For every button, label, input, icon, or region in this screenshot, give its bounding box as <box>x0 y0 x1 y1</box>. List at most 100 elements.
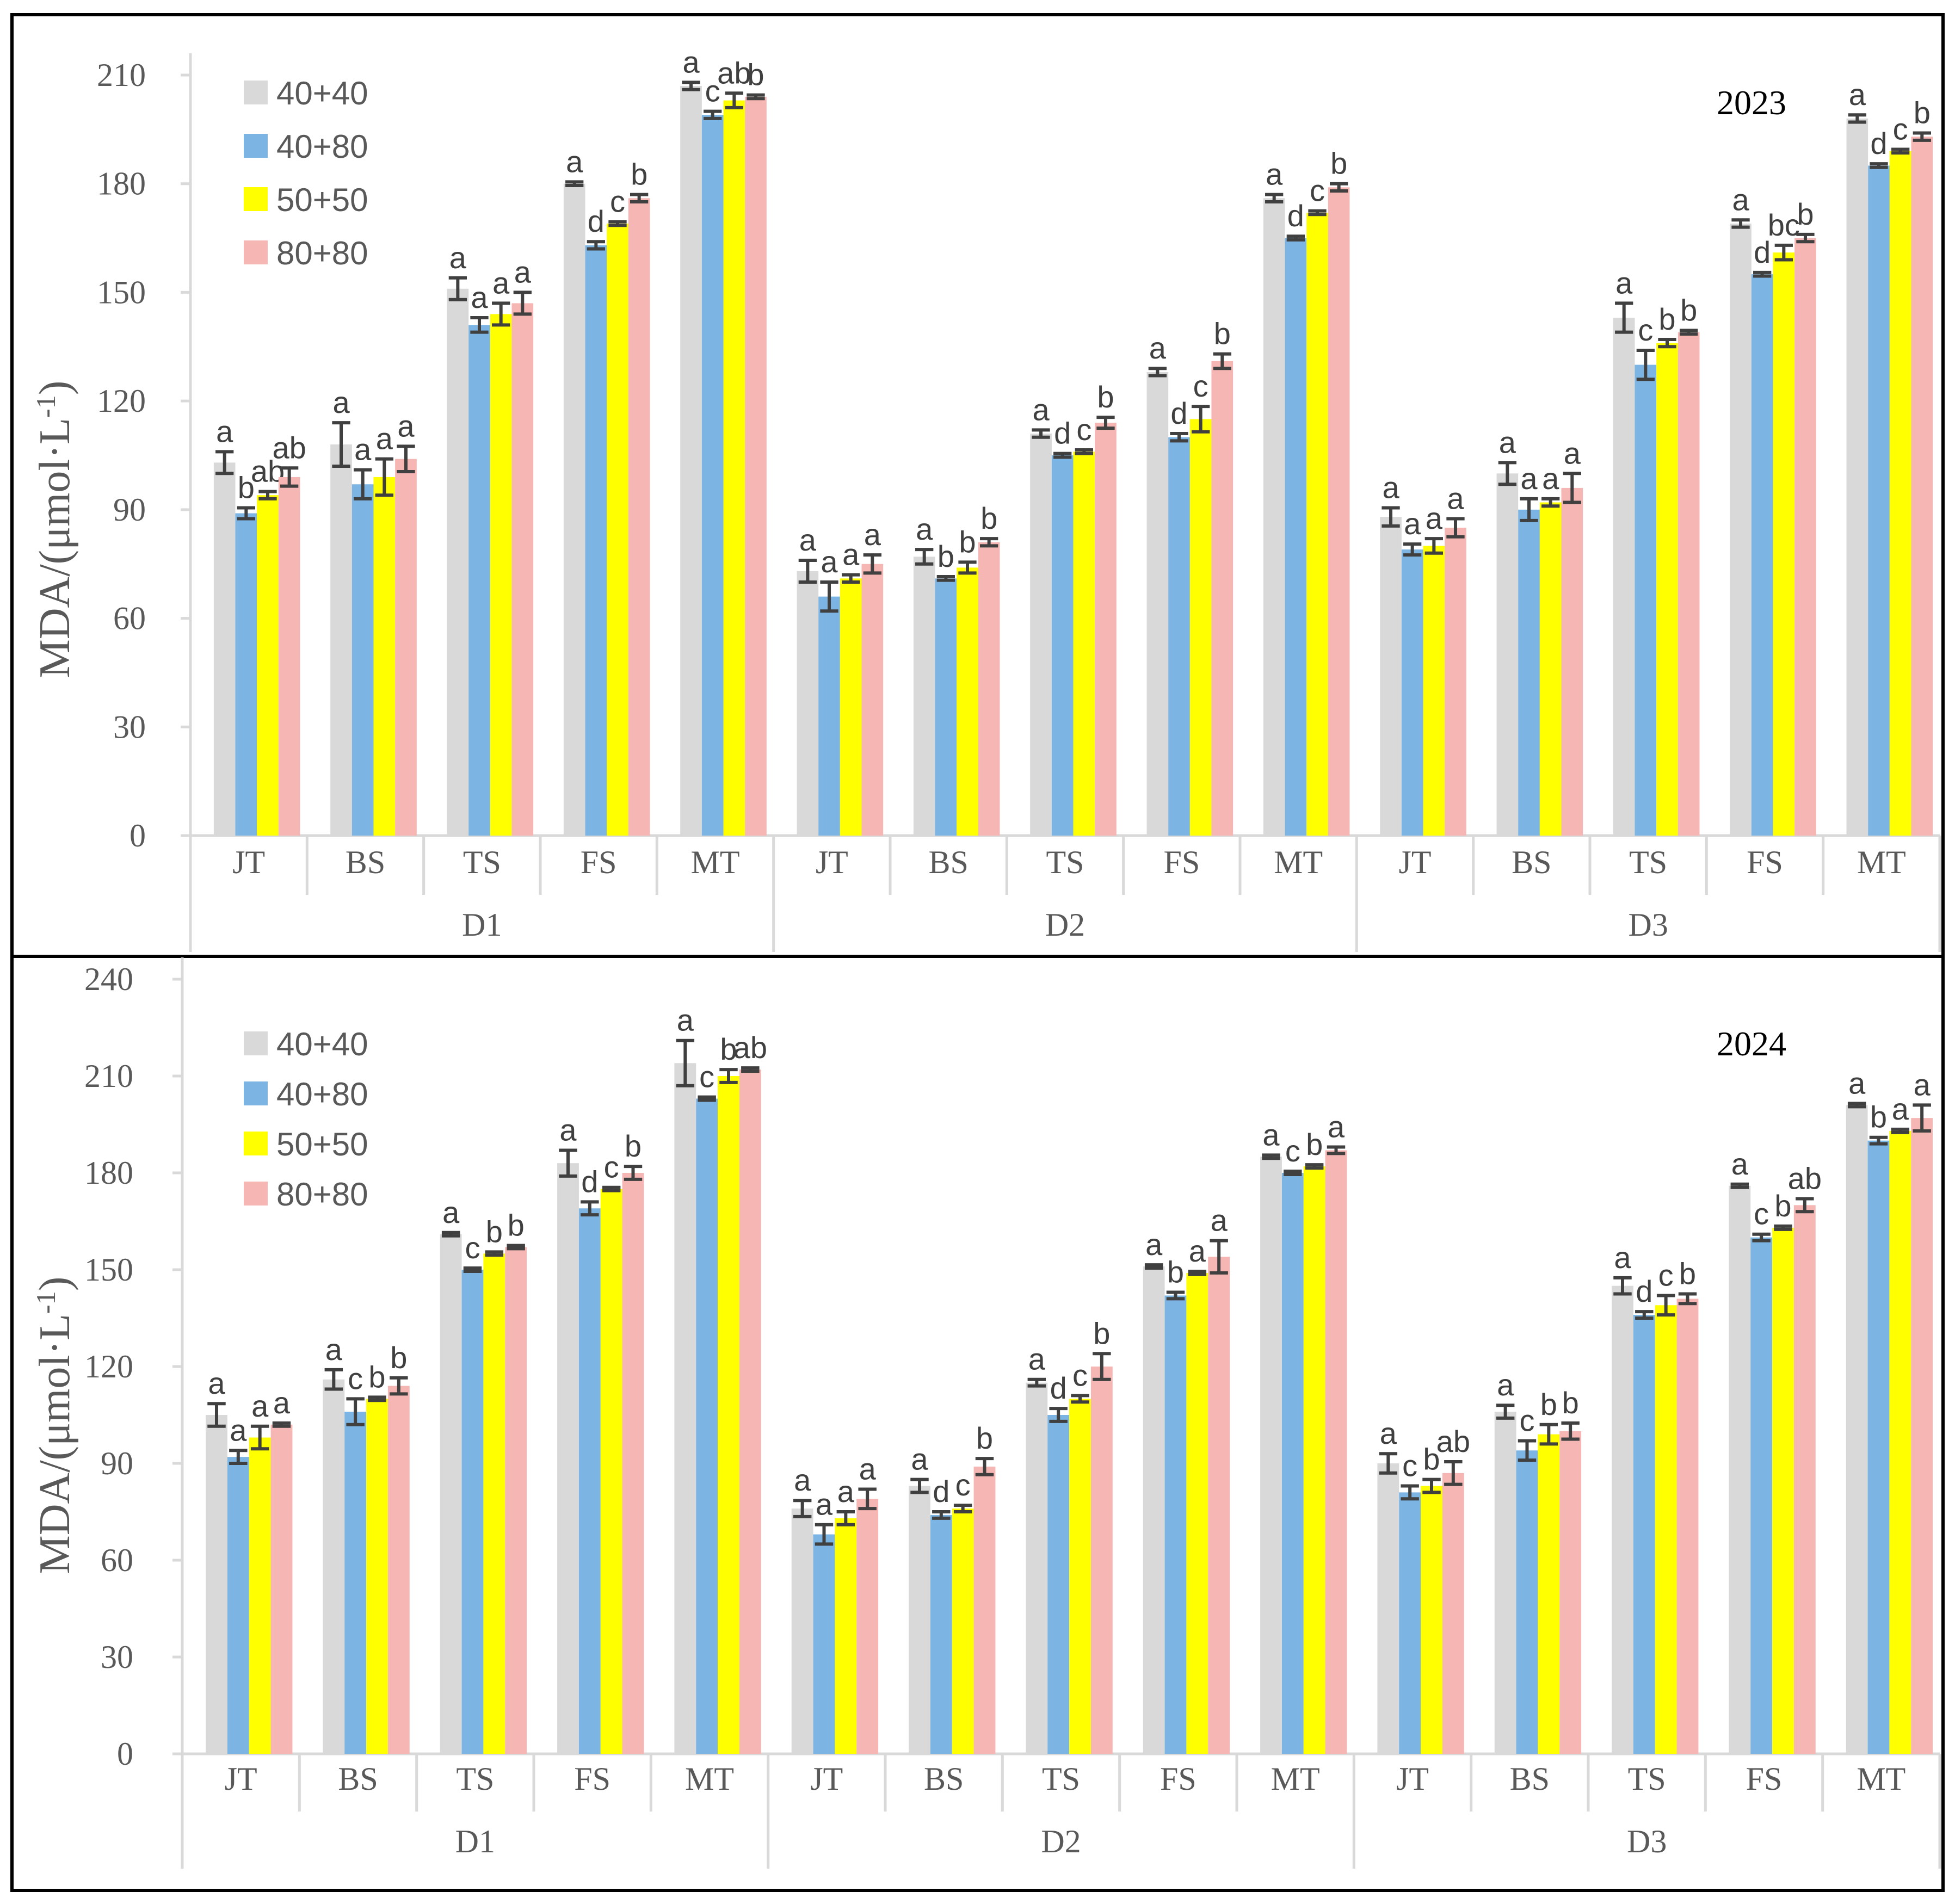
error-bar <box>602 1185 621 1192</box>
bar <box>351 484 374 836</box>
significance-letter: a <box>1211 1203 1228 1238</box>
error-bar <box>1752 1232 1771 1242</box>
significance-letter: b <box>1679 1257 1696 1291</box>
y-tick-label: 150 <box>97 274 146 310</box>
category-label: JT <box>816 844 848 880</box>
legend-label: 50+50 <box>276 1126 368 1163</box>
significance-letter: a <box>251 1389 269 1423</box>
error-bar <box>858 1487 877 1511</box>
significance-letter: a <box>864 517 881 552</box>
significance-letter: c <box>1310 174 1325 208</box>
significance-letter: d <box>1870 126 1887 160</box>
error-bar <box>448 276 467 301</box>
error-bar <box>863 553 881 575</box>
error-bar <box>346 1397 365 1426</box>
bar <box>1911 137 1933 836</box>
bar <box>1794 238 1816 836</box>
error-bar <box>1424 537 1443 555</box>
significance-letter: d <box>1636 1274 1652 1308</box>
category-label: MT <box>1857 844 1906 880</box>
error-bar <box>725 91 743 109</box>
error-bar <box>936 575 955 582</box>
bar <box>1751 274 1773 836</box>
y-tick-label: 30 <box>101 1639 133 1675</box>
error-bar <box>324 1368 343 1391</box>
error-bar <box>1188 1269 1207 1276</box>
bar <box>1518 509 1540 836</box>
category-label: TS <box>1629 844 1667 880</box>
significance-letter: b <box>1423 1442 1440 1476</box>
significance-letter: b <box>1680 293 1697 327</box>
bar <box>1047 1415 1070 1754</box>
significance-letter: d <box>933 1474 949 1509</box>
error-bar <box>492 301 510 327</box>
bar <box>461 1270 484 1754</box>
legend-label: 40+80 <box>276 1076 368 1112</box>
bar <box>373 477 396 836</box>
bar <box>1306 212 1328 836</box>
significance-letter: c <box>1519 1403 1534 1437</box>
bar <box>680 85 702 836</box>
error-bar <box>280 466 299 488</box>
bar <box>1729 1185 1751 1754</box>
significance-letter: b <box>1774 1189 1791 1223</box>
error-bar <box>441 1231 460 1238</box>
error-bar <box>390 1376 408 1396</box>
error-bar <box>1329 182 1348 193</box>
legend-swatch <box>244 1031 268 1055</box>
significance-letter: d <box>1050 1371 1067 1405</box>
category-label: BS <box>346 844 385 880</box>
bar <box>1442 1473 1464 1754</box>
bar <box>978 542 1000 836</box>
error-bar <box>1093 1352 1111 1381</box>
significance-letter: d <box>1054 416 1071 450</box>
error-bar <box>1753 270 1772 278</box>
significance-letter: bc <box>1768 208 1800 242</box>
error-bar <box>1848 113 1867 124</box>
bar <box>1380 517 1402 836</box>
error-bar <box>1869 1135 1888 1146</box>
bar <box>1445 528 1466 836</box>
significance-letter: a <box>1149 331 1167 365</box>
bar <box>563 183 585 836</box>
error-bar <box>1796 232 1815 244</box>
significance-letter: a <box>859 1451 877 1486</box>
y-tick-label: 210 <box>84 1058 133 1094</box>
significance-letter: a <box>821 545 838 579</box>
bar <box>701 115 724 836</box>
error-bar <box>375 457 393 497</box>
significance-letter: b <box>1214 317 1231 351</box>
bar <box>1793 1205 1816 1754</box>
error-bar <box>1401 1484 1419 1501</box>
bar <box>1730 223 1752 836</box>
y-tick-label: 240 <box>84 961 133 997</box>
bar <box>813 1534 835 1754</box>
significance-letter: b <box>238 471 255 505</box>
error-bar <box>1027 1377 1046 1388</box>
bar <box>1676 1299 1699 1754</box>
significance-letter: a <box>332 385 350 419</box>
error-bar <box>1305 1163 1324 1170</box>
error-bar <box>975 1457 994 1476</box>
category-label: JT <box>232 844 265 880</box>
group-label: D3 <box>1628 907 1668 943</box>
error-bar <box>1539 1423 1558 1446</box>
error-bar <box>470 316 489 334</box>
legend-swatch <box>244 1132 268 1155</box>
significance-letter: d <box>1754 235 1771 269</box>
y-tick-label: 90 <box>101 1445 133 1481</box>
significance-letter: b <box>1540 1387 1557 1421</box>
legend-label: 50+50 <box>276 182 368 218</box>
error-bar <box>1192 405 1210 434</box>
error-bar <box>1913 131 1931 142</box>
legend-label: 40+80 <box>276 128 368 165</box>
category-label: BS <box>1510 1761 1550 1797</box>
bar <box>1911 1118 1933 1754</box>
error-bar <box>836 1510 855 1526</box>
y-tick-label: 180 <box>97 166 146 202</box>
bar <box>1496 473 1519 836</box>
bar <box>600 1189 622 1754</box>
legend-swatch <box>244 81 268 104</box>
significance-letter: a <box>1328 1110 1345 1144</box>
bar <box>607 223 628 836</box>
